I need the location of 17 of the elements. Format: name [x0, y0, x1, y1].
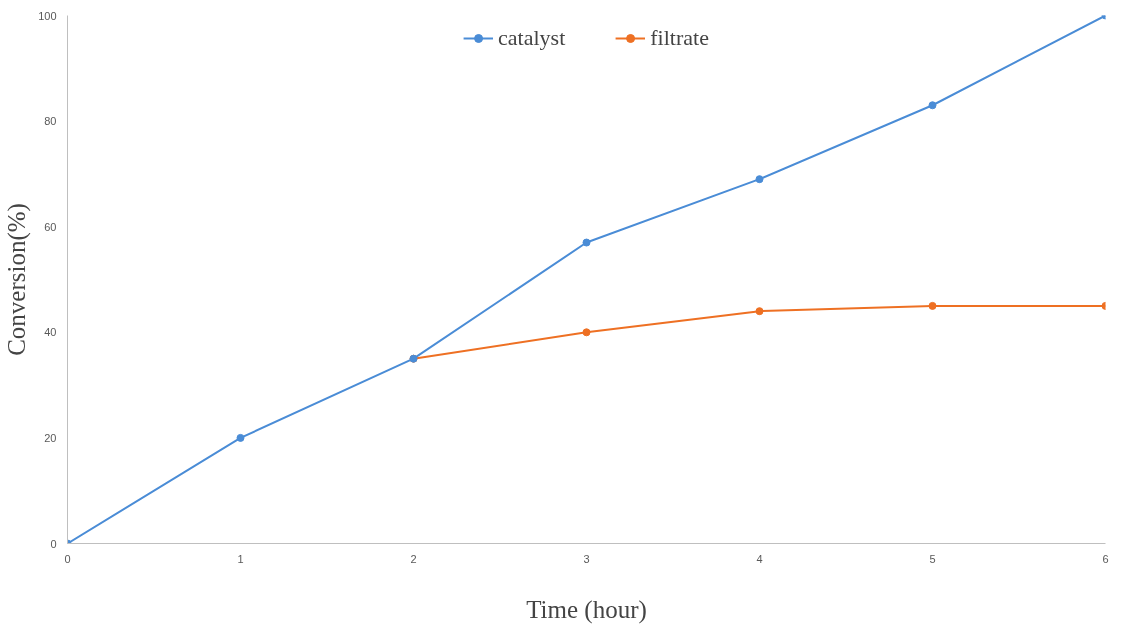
y-tick-label: 60 — [44, 220, 57, 233]
x-tick-label: 0 — [64, 552, 71, 565]
x-axis-title: Time (hour) — [526, 595, 647, 624]
y-tick-label: 0 — [50, 537, 57, 550]
y-tick-label: 40 — [44, 326, 57, 339]
y-tick-label: 80 — [44, 115, 57, 128]
legend-label: filtrate — [650, 25, 709, 51]
x-tick-label: 3 — [583, 552, 590, 565]
x-tick-label: 5 — [929, 552, 936, 565]
x-tick-label: 2 — [410, 552, 417, 565]
legend-label: catalyst — [498, 25, 566, 51]
y-tick-label: 100 — [38, 9, 57, 22]
x-tick-label: 1 — [237, 552, 244, 565]
y-tick-label: 20 — [44, 431, 57, 444]
x-tick-label: 4 — [756, 552, 763, 565]
y-axis-title: Conversion(%) — [3, 203, 32, 356]
x-tick-label: 6 — [1102, 552, 1109, 565]
